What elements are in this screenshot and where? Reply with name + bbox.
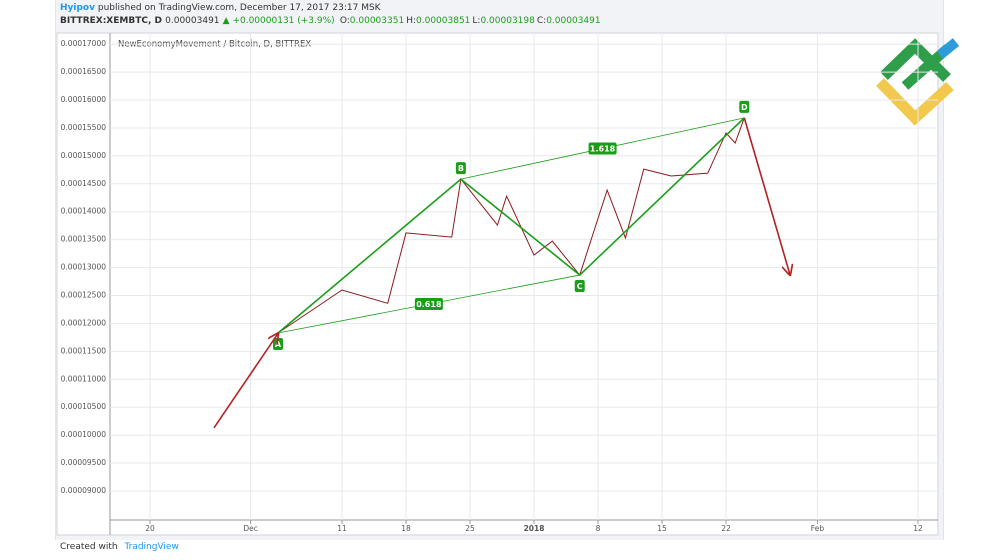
logo bbox=[876, 38, 960, 126]
logo-yellow bbox=[876, 78, 954, 126]
y-tick-label: 0.00014500 bbox=[61, 179, 107, 188]
y-tick-label: 0.00017000 bbox=[61, 39, 107, 48]
arrow bbox=[743, 117, 790, 275]
y-tick-label: 0.00013000 bbox=[61, 263, 107, 272]
y-tick-label: 0.00009000 bbox=[61, 486, 107, 495]
symbol: BITTREX:XEMBTC, D bbox=[60, 16, 162, 26]
y-tick-label: 0.00012500 bbox=[61, 290, 107, 299]
y-tick-label: 0.00016500 bbox=[61, 67, 107, 76]
ohlc-label: L: bbox=[472, 16, 481, 26]
y-tick-label: 0.00016000 bbox=[61, 95, 107, 104]
x-tick-label: 15 bbox=[657, 524, 667, 533]
ratio-label: 1.618 bbox=[590, 144, 616, 153]
y-tick-label: 0.00010000 bbox=[61, 430, 107, 439]
x-tick-label: 8 bbox=[596, 524, 601, 533]
symbol-line: BITTREX:XEMBTC, D 0.00003491 ▲ +0.000001… bbox=[60, 16, 601, 26]
y-tick-label: 0.00013500 bbox=[61, 235, 107, 244]
price-line bbox=[277, 117, 745, 334]
ratio-label: 0.618 bbox=[416, 300, 442, 309]
y-tick-label: 0.00009500 bbox=[61, 458, 107, 467]
x-tick-label: 22 bbox=[721, 524, 731, 533]
logo-green bbox=[880, 38, 951, 82]
logo-blue bbox=[936, 38, 960, 59]
ohlc: O:0.00003351 H:0.00003851 L:0.00003198 C:0.… bbox=[338, 16, 601, 26]
point-label: D bbox=[741, 103, 748, 112]
author[interactable]: Hyipov bbox=[60, 3, 95, 13]
y-tick-label: 0.00010500 bbox=[61, 402, 107, 411]
ohlc-label: C: bbox=[536, 16, 547, 26]
y-tick-label: 0.00015500 bbox=[61, 123, 107, 132]
ratio-badge bbox=[414, 298, 443, 311]
y-tick-label: 0.00011000 bbox=[61, 374, 107, 383]
ohlc-value: 0.00003851 bbox=[416, 16, 471, 26]
ohlc-label: O: bbox=[339, 16, 350, 26]
publish-line: Hyipov published on TradingView.com, Dec… bbox=[60, 3, 381, 13]
ohlc-value: 0.00003351 bbox=[349, 16, 405, 26]
x-tick-label: Dec bbox=[243, 524, 258, 533]
y-tick-label: 0.00012000 bbox=[61, 318, 107, 327]
x-tick-label: 20 bbox=[145, 524, 155, 533]
arrow bbox=[213, 333, 278, 429]
x-tick-label: 18 bbox=[401, 524, 411, 533]
ohlc-value: 0.00003198 bbox=[480, 16, 535, 26]
x-tick-label: Feb bbox=[811, 524, 825, 533]
last: 0.00003491 bbox=[165, 16, 220, 26]
chart-frame bbox=[56, 32, 939, 536]
x-tick-label: 25 bbox=[465, 524, 475, 533]
footer-text: Created with bbox=[60, 542, 118, 552]
change: ▲ +0.00000131 (+3.9%) bbox=[222, 16, 335, 26]
y-tick-label: 0.00015000 bbox=[61, 151, 107, 160]
y-tick-label: 0.00014000 bbox=[61, 207, 107, 216]
footer-brand[interactable]: TradingView bbox=[124, 542, 179, 552]
published: published on TradingView.com, December 1… bbox=[97, 3, 381, 13]
footer: Created with TradingView bbox=[60, 542, 179, 552]
x-tick-label: 11 bbox=[337, 524, 347, 533]
point-badge bbox=[574, 280, 585, 293]
x-tick-label: 2018 bbox=[524, 524, 545, 533]
point-badge bbox=[739, 100, 750, 113]
ohlc-label: H: bbox=[406, 16, 417, 26]
ohlc-value: 0.00003491 bbox=[546, 16, 601, 26]
ratio-badge bbox=[588, 142, 617, 155]
point-badge bbox=[455, 162, 466, 175]
y-tick-label: 0.00011500 bbox=[61, 346, 107, 355]
pattern-leg bbox=[277, 117, 745, 334]
point-label: C bbox=[577, 282, 583, 291]
point-label: B bbox=[458, 164, 464, 173]
x-tick-label: 12 bbox=[913, 524, 923, 533]
point-label: A bbox=[275, 340, 282, 349]
